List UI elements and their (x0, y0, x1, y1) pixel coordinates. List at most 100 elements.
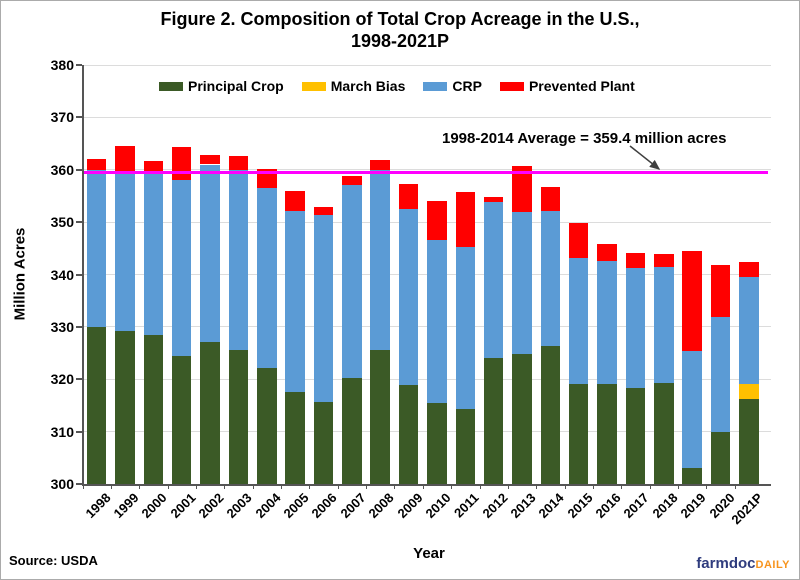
bar-segment-prevented-plant-2013 (512, 165, 532, 213)
legend-label: Prevented Plant (528, 78, 635, 94)
bar-segment-principal-crop-2008 (370, 349, 390, 484)
bar-segment-principal-crop-2002 (200, 341, 220, 484)
bar-segment-principal-crop-2005 (285, 392, 305, 484)
bar-segment-principal-crop-2016 (597, 384, 617, 484)
bar-segment-prevented-plant-2018 (654, 254, 674, 267)
gridline-330 (83, 326, 771, 328)
y-tick-300 (76, 483, 82, 485)
bar-segment-principal-crop-1999 (115, 330, 135, 484)
bar-segment-march-bias-2021P (739, 384, 759, 399)
y-tick-350 (76, 221, 82, 224)
bar-segment-prevented-plant-2017 (625, 253, 646, 269)
bar-segment-crp-2005 (285, 211, 305, 393)
bar-segment-principal-crop-2004 (257, 367, 277, 484)
bar-segment-prevented-plant-2006 (313, 207, 334, 216)
x-axis-line (82, 484, 771, 486)
bar-segment-principal-crop-2007 (342, 378, 362, 484)
y-tick-label-330: 330 (50, 318, 74, 335)
bar-segment-crp-2011 (455, 246, 476, 410)
x-tick-7 (281, 485, 283, 489)
bar-segment-prevented-plant-2021P (739, 262, 759, 278)
x-tick-9 (337, 485, 339, 489)
bar-segment-principal-crop-2001 (171, 355, 192, 484)
legend-swatch-icon (423, 81, 448, 91)
x-tick-15 (507, 485, 509, 489)
x-tick-14 (479, 485, 481, 489)
bar-segment-crp-2017 (625, 268, 646, 389)
bar-segment-prevented-plant-2000 (143, 160, 164, 171)
bar-segment-crp-2004 (257, 187, 277, 368)
y-tick-330 (76, 325, 82, 328)
y-tick-label-350: 350 (50, 214, 74, 231)
bar-segment-crp-2002 (200, 164, 220, 342)
x-tick-12 (422, 485, 424, 489)
x-tick-8 (309, 485, 311, 489)
y-tick-310 (76, 430, 82, 433)
average-line (84, 171, 768, 175)
y-tick-360 (76, 168, 82, 171)
y-tick-label-370: 370 (50, 109, 74, 126)
gridline-380 (83, 64, 771, 66)
bar-segment-principal-crop-2009 (398, 385, 419, 484)
bar-segment-principal-crop-2012 (483, 358, 504, 484)
legend-item-principal-crop: Principal Crop (159, 78, 284, 94)
bar-segment-crp-1998 (86, 169, 107, 327)
bar-segment-principal-crop-2013 (512, 354, 532, 484)
y-tick-label-300: 300 (50, 476, 74, 492)
x-tick-1 (110, 485, 112, 489)
bar-segment-crp-2007 (342, 185, 362, 379)
x-tick-10 (366, 485, 368, 489)
x-tick-21 (678, 485, 680, 489)
bar-segment-principal-crop-1998 (86, 326, 107, 484)
bar-segment-principal-crop-2019 (682, 468, 702, 484)
legend-item-crp: CRP (423, 78, 482, 94)
y-tick-label-360: 360 (50, 161, 74, 178)
legend-item-march-bias: March Bias (301, 78, 405, 94)
legend-label: CRP (452, 78, 482, 94)
bar-segment-crp-2016 (597, 261, 617, 385)
bar-segment-prevented-plant-2010 (427, 201, 447, 241)
legend-swatch-icon (499, 81, 524, 91)
bar-segment-prevented-plant-1999 (115, 145, 135, 175)
x-tick-3 (167, 485, 169, 489)
bar-segment-prevented-plant-2014 (540, 187, 561, 212)
bar-segment-principal-crop-2021P (739, 398, 759, 484)
bar-segment-principal-crop-2003 (228, 349, 249, 484)
bar-segment-prevented-plant-2003 (228, 155, 249, 171)
bar-segment-crp-2001 (171, 180, 192, 356)
x-tick-13 (451, 485, 453, 489)
x-tick-11 (394, 485, 396, 489)
bar-segment-prevented-plant-2020 (710, 265, 731, 318)
bar-segment-crp-2018 (654, 266, 674, 384)
bar-segment-prevented-plant-2015 (568, 223, 589, 258)
x-tick-22 (706, 485, 708, 489)
gridline-320 (83, 378, 771, 380)
bar-segment-prevented-plant-2009 (398, 183, 419, 210)
bar-segment-crp-2021P (739, 277, 759, 385)
bar-segment-prevented-plant-2016 (597, 244, 617, 262)
bar-segment-principal-crop-2006 (313, 401, 334, 484)
bar-segment-prevented-plant-2008 (370, 159, 390, 170)
bar-segment-crp-1999 (115, 174, 135, 331)
bar-segment-prevented-plant-2005 (285, 190, 305, 212)
legend-item-prevented-plant: Prevented Plant (499, 78, 635, 94)
bar-segment-prevented-plant-1998 (86, 159, 107, 170)
bar-segment-principal-crop-2014 (540, 345, 561, 484)
x-tick-19 (621, 485, 623, 489)
average-annotation: 1998-2014 Average = 359.4 million acres (442, 130, 727, 147)
x-axis-title: Year (413, 545, 445, 562)
x-tick-6 (252, 485, 254, 489)
legend: Principal Crop March Bias CRP Prevented Pla… (159, 78, 635, 94)
chart-title-line1: Figure 2. Composition of Total Crop Acre… (160, 9, 640, 29)
bar-segment-crp-2013 (512, 212, 532, 355)
gridline-350 (83, 221, 771, 223)
y-tick-370 (76, 116, 82, 119)
bar-segment-crp-2009 (398, 209, 419, 385)
legend-swatch-icon (159, 81, 183, 91)
x-tick-2 (139, 485, 141, 489)
y-tick-340 (76, 273, 82, 276)
x-tick-16 (536, 485, 538, 489)
x-tick-5 (224, 485, 226, 489)
bar-segment-principal-crop-2011 (455, 409, 476, 484)
